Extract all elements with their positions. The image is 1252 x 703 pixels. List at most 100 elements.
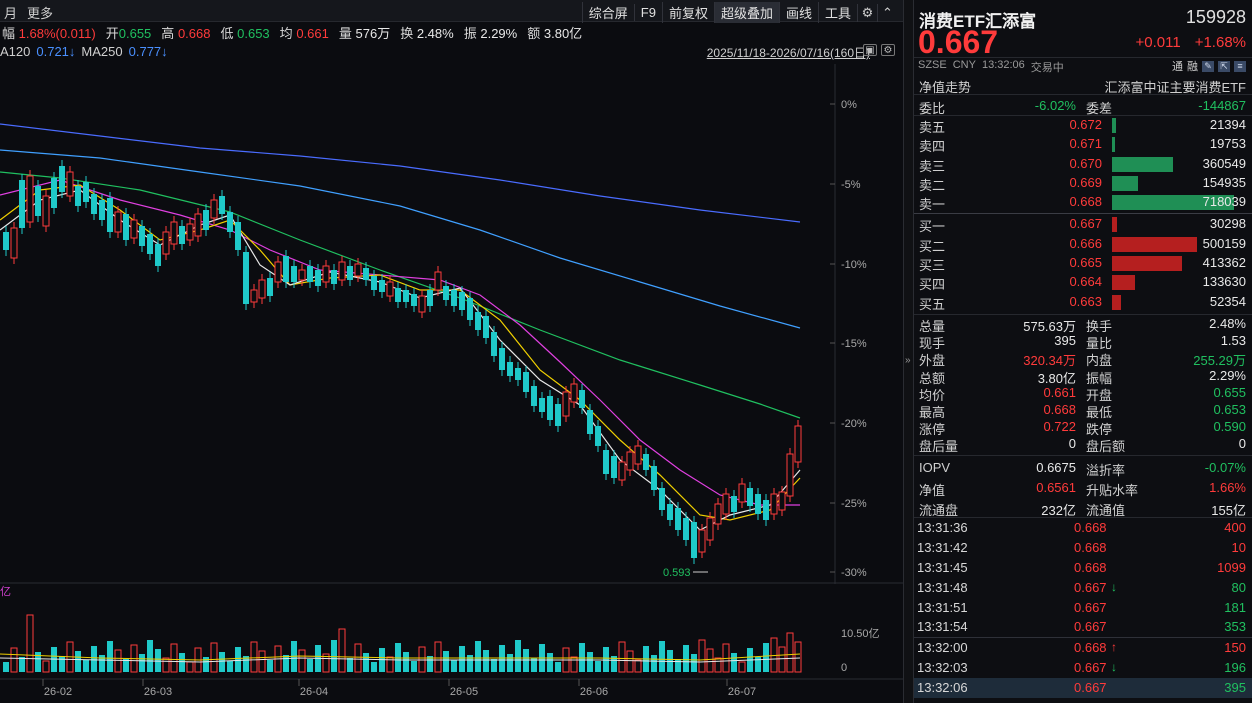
bid-level-4[interactable]: 买四 0.664 133630 [914,273,1252,292]
market-code: SZSE [918,59,947,71]
net-value-trend-link[interactable]: 净值走势 [919,80,972,95]
share-icon[interactable]: ⇱ [1218,60,1230,72]
forward-adjust-button[interactable]: 前复权 [661,2,714,23]
candle-body [531,386,537,406]
tick-row[interactable]: 13:31:48 0.667 ↓ 80 [914,578,1252,598]
candle-body [755,494,761,514]
bid-volume: 133630 [1202,274,1246,290]
net-value-row[interactable]: 净值走势 汇添富中证主要消费ETF [914,75,1252,95]
volume-bar [147,640,153,672]
high-value: 0.668 [177,26,211,41]
bid-level-5[interactable]: 买五 0.663 52354 [914,293,1252,312]
stats-row: 外盘 320.34万 内盘 255.29万 [914,349,1252,369]
volume-bar [331,640,337,672]
ask-price: 0.669 [1069,174,1102,190]
y-tick-label: -15% [841,338,867,350]
stat-label: 盘后额 [1086,439,1126,455]
stat-label: 盘后量 [919,439,959,455]
amount-label: 额 [527,26,541,41]
composite-screen-button[interactable]: 综合屏 [581,2,634,23]
candle-body [667,504,673,520]
tick-volume: 395 [1224,680,1246,696]
bid-level-3[interactable]: 买三 0.665 413362 [914,254,1252,273]
candlestick-chart[interactable]: 0% -5% -10% -15% -20% -25% -30% 26-02 26-03 26-04… [0,64,903,703]
tick-row[interactable]: 13:32:06 0.667 395 [914,678,1252,699]
quote-panel: 消费ETF汇添富 159928 0.667 +0.011 +1.68% SZSE… [914,0,1252,703]
stat-label: 溢折率 [1086,463,1126,478]
candle-body [210,199,218,219]
f9-button[interactable]: F9 [633,4,662,21]
volume-bar [83,660,89,672]
low-value: 0.653 [237,26,270,41]
stat-value: 0.590 [1213,419,1246,435]
tick-row[interactable]: 13:31:42 0.668 10 [914,538,1252,558]
volume-bar [139,654,145,672]
candle-body [19,180,25,228]
ask-level-3[interactable]: 卖三 0.670 360549 [914,155,1252,174]
tick-price: 0.668 [1074,559,1107,575]
collapse-up-icon[interactable]: ⌃ [877,3,897,22]
volume-bar [19,657,25,672]
candle-body [51,178,57,208]
volume-bar [267,660,273,672]
ask-level-5[interactable]: 卖五 0.672 21394 [914,116,1252,135]
tick-row[interactable]: 13:31:51 0.667 181 [914,598,1252,618]
chart-mode-icon[interactable]: ▣ [863,44,877,56]
y-tick-label: 0% [841,99,857,111]
candle-body [162,231,170,255]
volume-bar [203,657,209,672]
tick-row[interactable]: 13:31:54 0.667 353 [914,617,1252,637]
ask-level-1[interactable]: 卖一 0.668 718039 [914,193,1252,212]
bid-price: 0.665 [1069,255,1102,271]
panel-splitter[interactable]: » [903,0,914,703]
super-overlay-button[interactable]: 超级叠加 [713,2,779,23]
candle-body [395,288,401,302]
candle-body [683,518,689,540]
tick-row[interactable]: 13:31:45 0.668 1099 [914,558,1252,578]
tick-list[interactable]: 13:31:36 0.668 400 13:31:42 0.668 10 13:31:45 0… [914,517,1252,699]
more-menu[interactable]: 更多 [27,6,54,21]
candle-body [235,222,241,250]
change-value: 1.68%(0.011) [18,26,96,41]
date-range-label[interactable]: 2025/11/18-2026/07/16(160日) [706,46,870,60]
menu-icon[interactable]: ≡ [1234,60,1246,72]
stat-label: 跌停 [1086,422,1113,438]
candle-body [731,496,737,512]
low-label: 低 [220,26,234,41]
tools-button[interactable]: 工具 [817,2,857,23]
candle-body [10,227,18,259]
ma5-line [0,189,801,531]
candle-body [379,280,385,292]
candle-body [26,175,34,223]
bid-volume-bar [1112,275,1135,291]
tick-row[interactable]: 13:32:03 0.667 ↓ 196 [914,658,1252,678]
tick-row[interactable]: 13:32:00 0.668 ↑ 150 [914,638,1252,658]
candle-body [315,270,321,286]
bid-label: 买三 [919,258,946,274]
ask-level-4[interactable]: 卖四 0.671 19753 [914,135,1252,154]
ask-level-2[interactable]: 卖二 0.669 154935 [914,174,1252,193]
x-tick-label: 26-06 [580,686,608,698]
period-month-tab[interactable]: 月 [4,6,18,21]
stat-label: 外盘 [919,353,946,369]
expand-arrow-icon[interactable]: » [905,355,911,366]
draw-line-button[interactable]: 画线 [778,2,818,23]
edit-icon[interactable]: ✎ [1202,60,1214,72]
kline-panel[interactable]: 月 更多 综合屏 F9 前复权 超级叠加 画线 工具 ⚙ ⌃ 幅 1.68%(0… [0,0,903,703]
candle-body [258,279,266,299]
bid-level-1[interactable]: 买一 0.667 30298 [914,215,1252,234]
settings-gear-icon[interactable]: ⚙ [857,3,877,22]
chart-settings-icon[interactable]: ⚙ [881,44,895,56]
candle-body [322,265,330,283]
tick-row[interactable]: 13:31:36 0.668 400 [914,518,1252,538]
ask-label: 卖一 [919,197,946,213]
stats-row: 总额 3.80亿 振幅 2.29% [914,367,1252,386]
stat-value: 395 [1054,333,1076,349]
volume-bar [507,654,513,672]
stat-value: 575.63万 [1023,319,1076,334]
chart-canvas[interactable]: 0% -5% -10% -15% -20% -25% -30% 26-02 26-03 26-04… [0,64,903,703]
bid-level-2[interactable]: 买二 0.666 500159 [914,235,1252,254]
candle-body [467,298,473,320]
trading-status: 交易中 [1030,62,1064,74]
volume-bar [698,639,706,673]
